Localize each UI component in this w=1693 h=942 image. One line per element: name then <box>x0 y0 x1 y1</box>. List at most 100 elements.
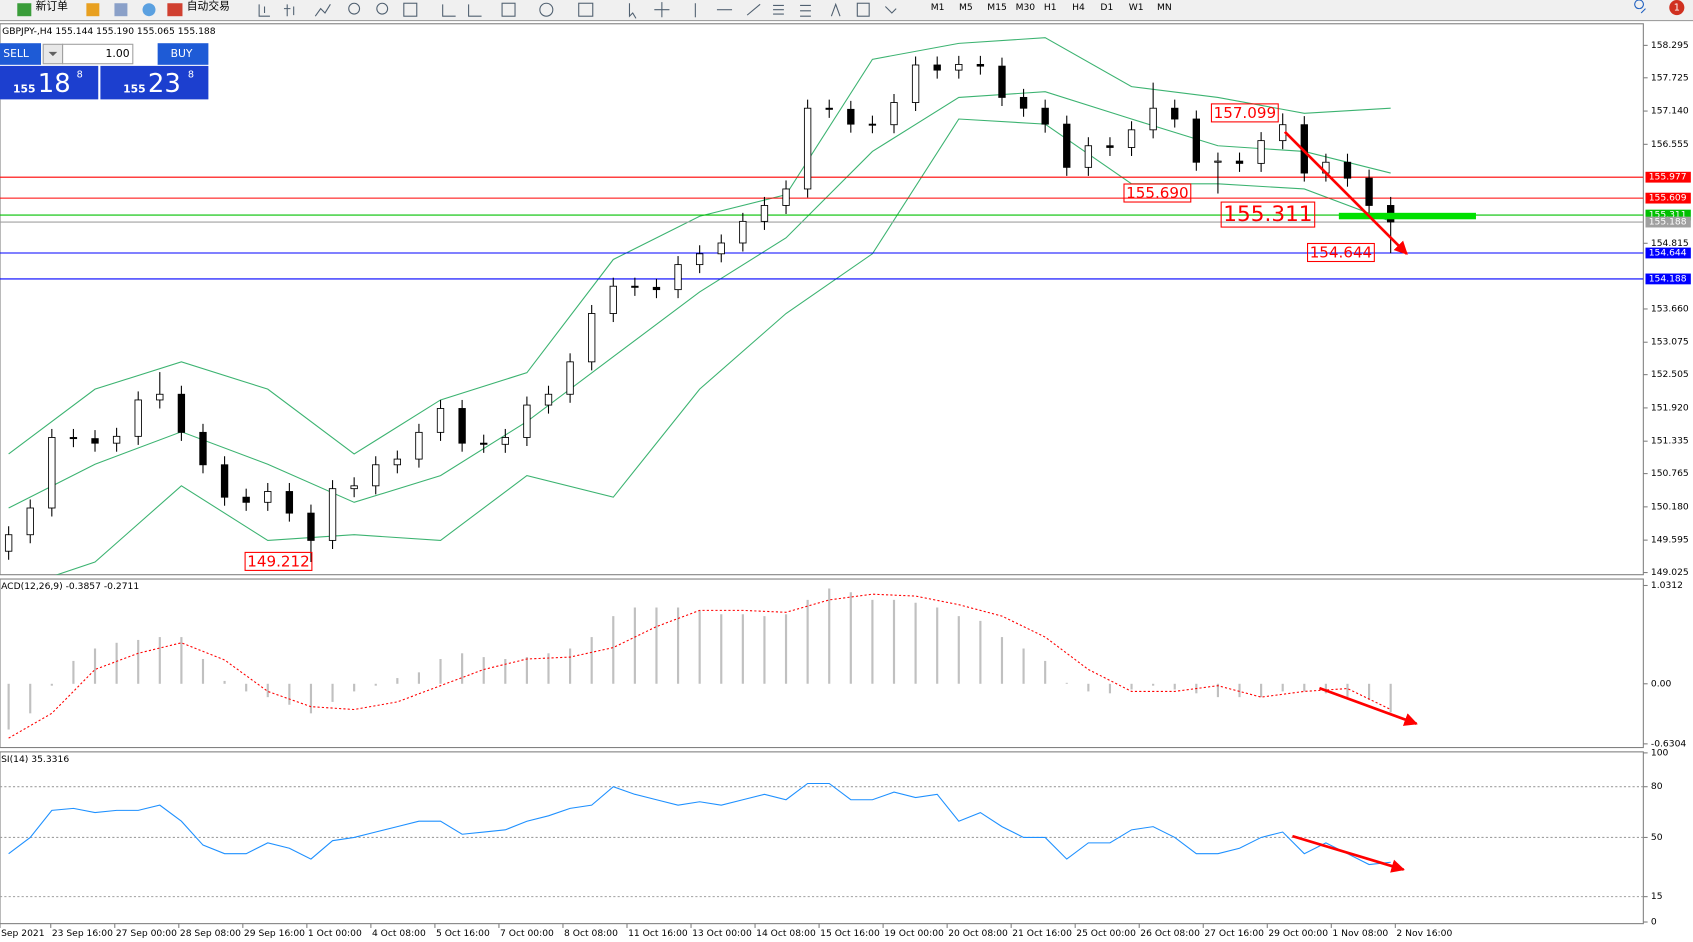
tool-icon[interactable] <box>468 4 482 17</box>
candle-body <box>976 63 985 67</box>
lot-input[interactable] <box>62 43 134 65</box>
zone-marker <box>1338 212 1476 220</box>
auto-trading-button[interactable]: 自动交易 <box>187 0 230 12</box>
icon[interactable] <box>114 3 128 17</box>
axes: 158.295 157.725 157.140 156.555 154.815 153.6… <box>0 40 1691 939</box>
new-order-button[interactable]: 新订单 <box>36 0 69 12</box>
candle-body <box>1257 140 1265 164</box>
tool-icon[interactable] <box>258 4 270 17</box>
tool-icon[interactable] <box>539 2 554 17</box>
new-order-icon[interactable] <box>17 3 32 17</box>
candle-body <box>480 442 488 445</box>
y-tick-label: 100 <box>1651 747 1669 758</box>
price-panel <box>0 23 1644 576</box>
x-tick-label: 21 Oct 16:00 <box>1012 928 1072 939</box>
tool-icon[interactable] <box>578 2 594 17</box>
tool-icon[interactable] <box>746 3 761 16</box>
tool-icon[interactable] <box>773 4 784 15</box>
lot-value[interactable]: 1.00 <box>106 47 130 60</box>
candle-body <box>760 205 769 222</box>
tool-icon[interactable] <box>403 2 418 17</box>
sell-price-big: 18 <box>38 69 71 99</box>
candle-body <box>177 393 186 433</box>
buy-label[interactable]: BUY <box>171 47 193 60</box>
rsi-plot <box>0 782 1644 898</box>
timeframe-button[interactable]: M5 <box>959 2 973 13</box>
buy-quote-box[interactable] <box>100 65 209 100</box>
candle-body <box>782 188 790 206</box>
toolbar-tools[interactable] <box>258 2 897 19</box>
candle-body <box>1084 145 1093 168</box>
price-annotation: 155.311 <box>1223 202 1312 227</box>
candle-body <box>350 485 358 490</box>
level-label: 154.644 <box>1649 248 1687 259</box>
tool-icon[interactable] <box>283 4 295 17</box>
level-label: 155.609 <box>1649 193 1687 204</box>
tool-icon[interactable] <box>654 2 670 18</box>
candle-body <box>1192 118 1201 163</box>
sell-button[interactable] <box>0 43 42 65</box>
candle-body <box>501 437 509 445</box>
tool-icon[interactable] <box>501 2 516 17</box>
timeframe-button[interactable]: H1 <box>1044 2 1057 13</box>
candle-body <box>717 242 725 255</box>
timeframe-button[interactable]: M30 <box>1016 2 1036 13</box>
candle-body <box>652 286 661 291</box>
annotation-box <box>244 551 313 571</box>
level-label-box <box>1645 216 1691 228</box>
sell-quote-box[interactable] <box>0 65 99 100</box>
annotation-box <box>1123 183 1192 203</box>
candle-body <box>264 491 272 503</box>
trend-arrow <box>1292 834 1405 873</box>
level-label: 155.188 <box>1649 217 1687 228</box>
auto-trading-icon[interactable] <box>167 3 183 17</box>
candle-body <box>1365 177 1373 206</box>
candle-body <box>220 464 229 498</box>
tool-icon[interactable] <box>628 3 637 19</box>
candle-body <box>1149 107 1157 131</box>
candle-body <box>26 507 34 536</box>
y-tick-label: 153.075 <box>1651 337 1689 348</box>
tool-icon[interactable] <box>376 2 389 15</box>
sell-label[interactable]: SELL <box>3 47 29 60</box>
x-tick-label: 8 Oct 08:00 <box>564 928 618 939</box>
timeframe-button[interactable]: W1 <box>1129 2 1144 13</box>
timeframe-button[interactable]: H4 <box>1072 2 1085 13</box>
timeframe-button[interactable]: M1 <box>931 2 945 13</box>
search-icon[interactable] <box>1634 0 1646 14</box>
level-label: 155.311 <box>1649 210 1687 221</box>
icon[interactable] <box>142 3 156 17</box>
buy-button[interactable] <box>157 43 209 65</box>
notification-badge[interactable] <box>1669 0 1685 16</box>
level-label: 155.977 <box>1649 172 1687 183</box>
price-annotation: 157.099 <box>1214 104 1276 122</box>
x-tick-label: 23 Sep 16:00 <box>52 928 113 939</box>
level-label-box <box>1645 209 1691 221</box>
x-tick-label: 27 Oct 16:00 <box>1204 928 1264 939</box>
timeframe-button[interactable]: M15 <box>987 2 1007 13</box>
candle-body <box>1171 107 1179 120</box>
candle-body <box>868 123 877 126</box>
tool-icon[interactable] <box>856 2 870 17</box>
candle-body <box>609 285 617 314</box>
tool-icon[interactable] <box>348 2 361 15</box>
tool-icon[interactable] <box>800 4 811 17</box>
candle-body <box>847 108 855 125</box>
y-tick-label: 157.140 <box>1651 106 1689 117</box>
candle-body <box>415 431 423 460</box>
timeframe-button[interactable]: MN <box>1157 2 1172 13</box>
tool-icon[interactable] <box>830 2 841 17</box>
buy-price-pip: 8 <box>188 70 194 81</box>
tool-icon[interactable] <box>442 4 456 17</box>
one-click-trading: SELL 1.00 BUY 155 18 8 155 23 8 <box>0 43 209 100</box>
tool-icon[interactable] <box>884 6 897 14</box>
annotation-box <box>1220 201 1316 228</box>
icon[interactable] <box>86 3 100 17</box>
y-tick-label: 154.815 <box>1651 238 1689 249</box>
tool-icon[interactable] <box>314 4 331 17</box>
timeframe-button[interactable]: D1 <box>1100 2 1113 13</box>
level-label-box <box>1645 192 1691 204</box>
candle-body <box>825 107 833 110</box>
x-tick-label: 1 Nov 08:00 <box>1332 928 1388 939</box>
